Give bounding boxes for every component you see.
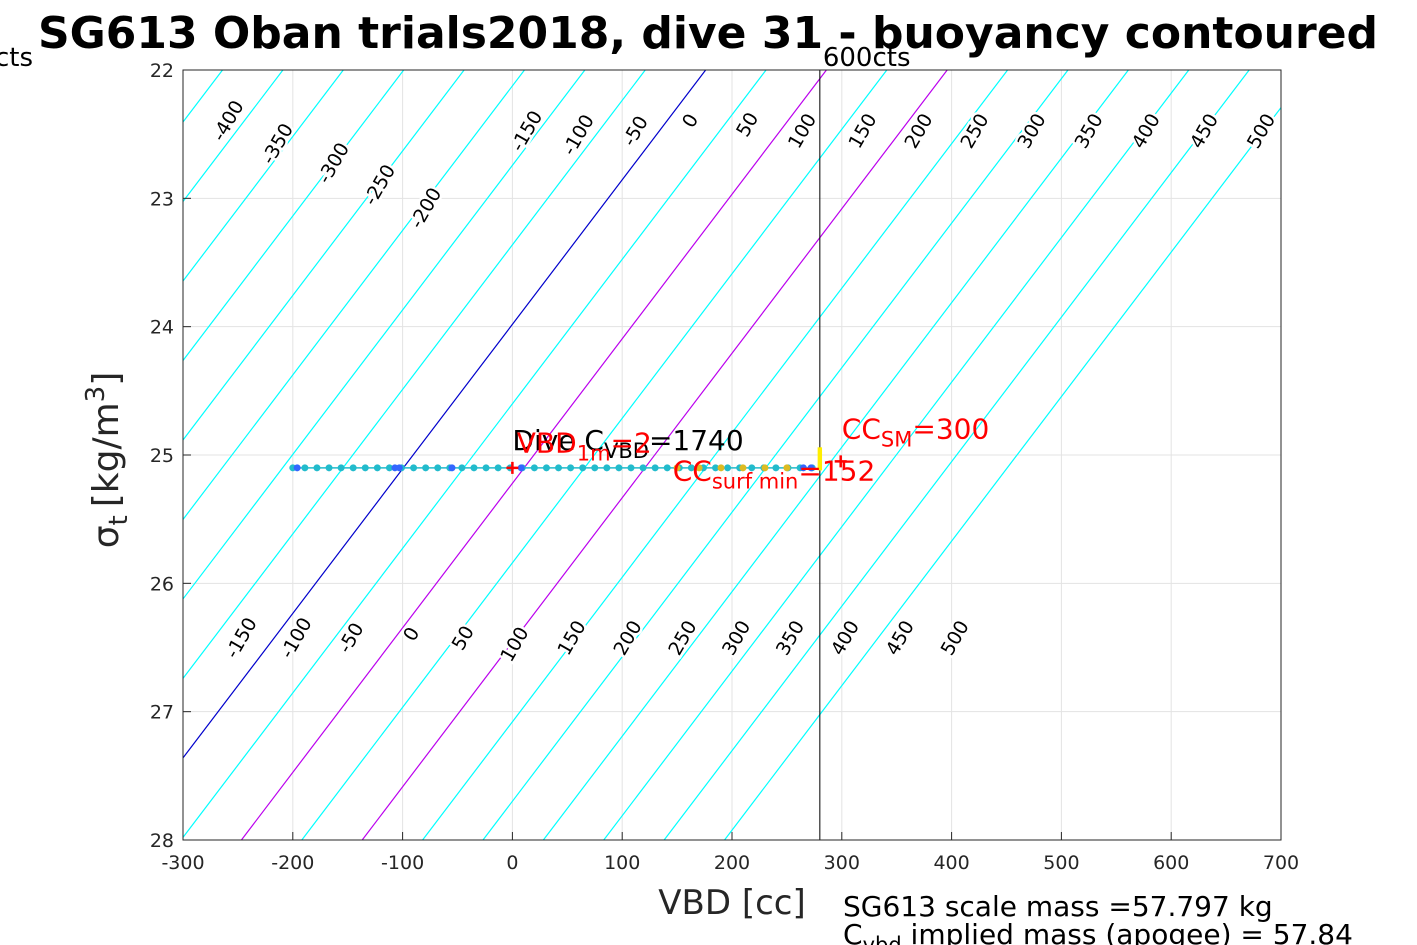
- x-tick-label: -300: [161, 852, 204, 874]
- data-point: [639, 464, 647, 472]
- data-point: [458, 464, 466, 472]
- x-tick-label: 600: [1153, 852, 1189, 874]
- data-point: [517, 464, 525, 472]
- data-point: [783, 464, 791, 472]
- reference-line-label: 600cts: [823, 43, 911, 73]
- data-point: [807, 464, 815, 472]
- axes: -300 -200 -100 0 100 200 300 400 500 600 700 22 23 24…: [150, 60, 1299, 874]
- data-point: [761, 464, 769, 472]
- contour-lines: [183, 70, 1281, 840]
- data-point: [395, 464, 403, 472]
- contour-line: [183, 70, 405, 362]
- data-point: [434, 464, 442, 472]
- data-point: [687, 464, 695, 472]
- contour-line: [183, 70, 465, 441]
- y-axis-label: σt[kg/m3]: [81, 372, 134, 549]
- contour-line: [183, 70, 646, 680]
- data-point: [494, 464, 502, 472]
- data-point: [712, 464, 720, 472]
- data-point: [663, 464, 671, 472]
- contour-line: [724, 106, 1281, 840]
- y-tick-label: 23: [150, 188, 174, 210]
- x-tick-label: 500: [1043, 852, 1079, 874]
- data-point: [542, 464, 550, 472]
- data-point: [739, 464, 747, 472]
- x-tick-label: 200: [714, 852, 750, 874]
- data-point: [717, 464, 725, 472]
- x-axis-label: VBD [cc]: [658, 883, 806, 923]
- data-point: [567, 464, 575, 472]
- data-point: [591, 464, 599, 472]
- data-point: [301, 464, 309, 472]
- y-tick-label: 27: [150, 702, 174, 724]
- data-point: [615, 464, 623, 472]
- left-clipped-label: cts: [0, 43, 33, 73]
- data-point: [673, 464, 681, 472]
- yellow-bar-segment: [817, 447, 823, 471]
- data-point: [799, 464, 807, 472]
- x-tick-label: -200: [271, 852, 314, 874]
- y-tick-label: 25: [150, 445, 174, 467]
- y-tick-label: 26: [150, 573, 174, 595]
- data-point: [337, 464, 345, 472]
- x-tick-label: 300: [824, 852, 860, 874]
- data-point: [772, 464, 780, 472]
- contour-line: [482, 70, 1069, 840]
- data-point: [724, 464, 732, 472]
- data-point: [627, 464, 635, 472]
- contour-line: [240, 70, 827, 840]
- contour-line: [603, 70, 1190, 840]
- marker-cc-sm: [834, 455, 847, 468]
- contour-line: [422, 70, 1009, 840]
- data-point: [361, 464, 369, 472]
- annotation-2: CCSM=300: [842, 412, 989, 451]
- data-point: [695, 464, 703, 472]
- x-tick-label: -100: [381, 852, 424, 874]
- data-point: [373, 464, 381, 472]
- data-point: [410, 464, 418, 472]
- data-point: [482, 464, 490, 472]
- footer-line-1: Cvbd implied mass (apogee) = 57.84: [843, 918, 1353, 945]
- contour-line: [663, 70, 1250, 840]
- annotation-3: CCsurf min=152: [673, 455, 876, 494]
- data-point: [325, 464, 333, 472]
- data-point: [555, 464, 563, 472]
- x-tick-label: 400: [933, 852, 969, 874]
- y-tick-label: 28: [150, 830, 174, 852]
- data-point: [293, 464, 301, 472]
- data-point: [579, 464, 587, 472]
- contour-line: [183, 70, 767, 839]
- annotation-1: VBD1m=2: [517, 426, 652, 465]
- data-point: [470, 464, 478, 472]
- x-tick-label: 700: [1263, 852, 1299, 874]
- data-point: [422, 464, 430, 472]
- y-tick-label: 22: [150, 60, 174, 82]
- data-point: [748, 464, 756, 472]
- chart-title: SG613 Oban trials2018, dive 31 - buoyanc…: [38, 8, 1378, 59]
- data-point: [530, 464, 538, 472]
- y-tick-label: 24: [150, 317, 174, 339]
- contour-line: [301, 70, 888, 840]
- contour-line: [183, 70, 586, 600]
- contour-line: [183, 70, 344, 282]
- data-point: [385, 464, 393, 472]
- data-point: [313, 464, 321, 472]
- contour-line: [183, 70, 707, 759]
- data-point: [603, 464, 611, 472]
- marker-vbd: [506, 461, 519, 474]
- contour-line: [183, 70, 525, 521]
- footer-line-0: SG613 scale mass =57.797 kg: [843, 890, 1273, 923]
- x-tick-label: 100: [604, 852, 640, 874]
- data-point: [448, 464, 456, 472]
- data-series: [289, 447, 823, 472]
- contour-line: [542, 70, 1129, 840]
- data-point: [349, 464, 357, 472]
- x-tick-label: 0: [506, 852, 518, 874]
- contour-line: [361, 70, 948, 840]
- annotation-0: Dive CVBD=1740: [512, 424, 743, 463]
- data-point: [651, 464, 659, 472]
